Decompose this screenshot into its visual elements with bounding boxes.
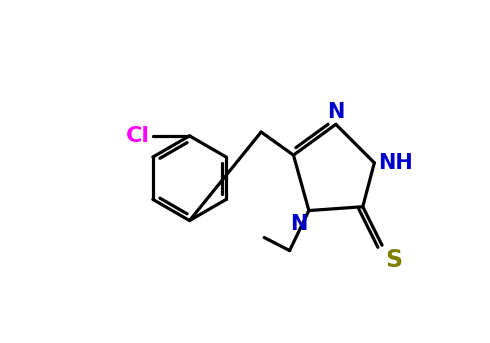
Text: NH: NH	[378, 153, 413, 173]
Text: N: N	[290, 214, 307, 234]
Text: N: N	[327, 102, 344, 122]
Text: S: S	[385, 248, 402, 272]
Text: Cl: Cl	[126, 126, 150, 146]
